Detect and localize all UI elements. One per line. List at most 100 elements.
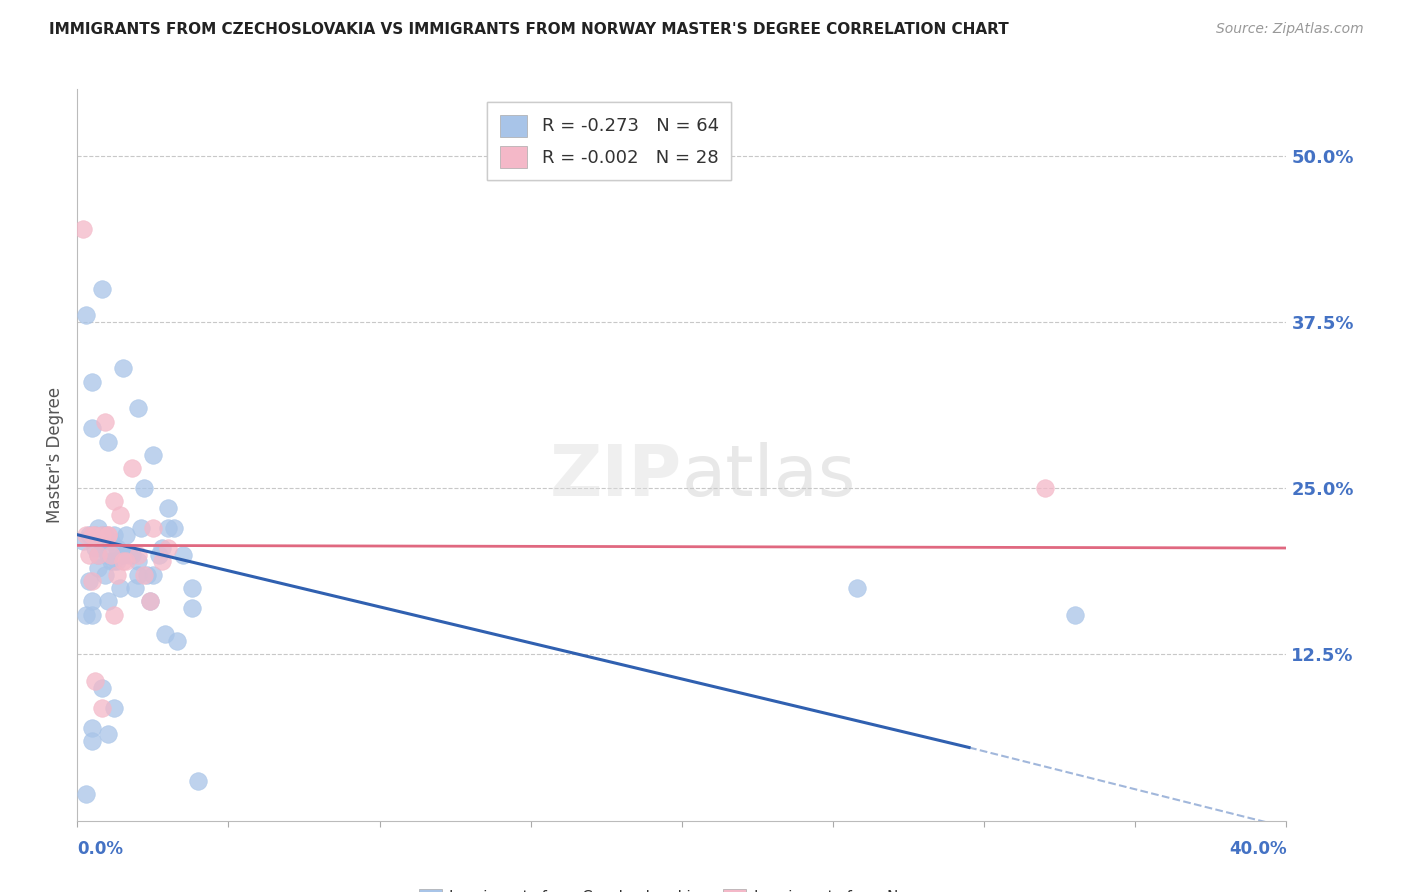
Point xyxy=(108,581,131,595)
Point xyxy=(132,567,155,582)
Point xyxy=(90,534,112,549)
Point xyxy=(142,448,165,462)
Point xyxy=(100,548,122,562)
Legend: R = -0.273   N = 64, R = -0.002   N = 28: R = -0.273 N = 64, R = -0.002 N = 28 xyxy=(488,102,731,180)
Point xyxy=(87,561,110,575)
Point xyxy=(82,574,104,589)
Point xyxy=(127,554,149,568)
Point xyxy=(142,521,165,535)
Point xyxy=(82,607,104,622)
Point xyxy=(90,282,112,296)
Point xyxy=(1064,607,1087,622)
Point xyxy=(93,415,115,429)
Point xyxy=(103,527,125,541)
Point xyxy=(87,548,110,562)
Point xyxy=(75,308,97,322)
Point xyxy=(72,222,94,236)
Point xyxy=(84,527,107,541)
Point xyxy=(75,787,97,801)
Point xyxy=(157,541,180,555)
Point xyxy=(166,634,188,648)
Point xyxy=(129,521,152,535)
Point xyxy=(75,527,97,541)
Point xyxy=(96,594,118,608)
Point xyxy=(90,681,112,695)
Point xyxy=(121,461,143,475)
Point xyxy=(150,554,173,568)
Point xyxy=(157,521,180,535)
Text: atlas: atlas xyxy=(682,442,856,511)
Text: IMMIGRANTS FROM CZECHOSLOVAKIA VS IMMIGRANTS FROM NORWAY MASTER'S DEGREE CORRELA: IMMIGRANTS FROM CZECHOSLOVAKIA VS IMMIGR… xyxy=(49,22,1010,37)
Point xyxy=(79,548,101,562)
Point xyxy=(84,541,107,555)
Point xyxy=(87,548,110,562)
Point xyxy=(96,727,118,741)
Point xyxy=(82,375,104,389)
Point xyxy=(135,567,157,582)
Point xyxy=(105,554,128,568)
Point xyxy=(153,627,176,641)
Point xyxy=(96,434,118,449)
Point xyxy=(172,548,194,562)
Point xyxy=(87,521,110,535)
Point xyxy=(103,700,125,714)
Point xyxy=(139,594,162,608)
Point xyxy=(139,594,162,608)
Point xyxy=(103,554,125,568)
Point xyxy=(127,548,149,562)
Point xyxy=(96,527,118,541)
Point xyxy=(150,541,173,555)
Point xyxy=(148,548,170,562)
Point xyxy=(82,421,104,435)
Point xyxy=(82,734,104,748)
Point xyxy=(90,527,112,541)
Point xyxy=(75,607,97,622)
Point xyxy=(96,527,118,541)
Point xyxy=(142,567,165,582)
Point xyxy=(111,361,134,376)
Point xyxy=(82,594,104,608)
Point xyxy=(121,548,143,562)
Point xyxy=(108,508,131,522)
Point xyxy=(1033,481,1056,495)
Point xyxy=(187,773,209,788)
Y-axis label: Master's Degree: Master's Degree xyxy=(46,387,65,523)
Point xyxy=(82,527,104,541)
Point xyxy=(181,581,204,595)
Point xyxy=(118,548,141,562)
Point xyxy=(103,494,125,508)
Point xyxy=(105,541,128,555)
Text: 40.0%: 40.0% xyxy=(1229,840,1286,858)
Point xyxy=(111,554,134,568)
Point xyxy=(111,548,134,562)
Point xyxy=(111,548,134,562)
Point xyxy=(846,581,869,595)
Point xyxy=(163,521,186,535)
Point xyxy=(100,534,122,549)
Point xyxy=(127,567,149,582)
Point xyxy=(100,554,122,568)
Point xyxy=(114,527,136,541)
Point xyxy=(157,501,180,516)
Point xyxy=(132,481,155,495)
Point xyxy=(82,721,104,735)
Point xyxy=(90,527,112,541)
Point xyxy=(79,574,101,589)
Point xyxy=(84,527,107,541)
Point xyxy=(127,401,149,416)
Text: ZIP: ZIP xyxy=(550,442,682,511)
Point xyxy=(93,567,115,582)
Text: Source: ZipAtlas.com: Source: ZipAtlas.com xyxy=(1216,22,1364,37)
Text: 0.0%: 0.0% xyxy=(77,840,124,858)
Point xyxy=(105,567,128,582)
Point xyxy=(90,700,112,714)
Point xyxy=(114,554,136,568)
Point xyxy=(72,534,94,549)
Point xyxy=(84,673,107,688)
Point xyxy=(124,581,146,595)
Point xyxy=(79,527,101,541)
Point xyxy=(96,548,118,562)
Point xyxy=(103,607,125,622)
Point xyxy=(93,527,115,541)
Point xyxy=(181,600,204,615)
